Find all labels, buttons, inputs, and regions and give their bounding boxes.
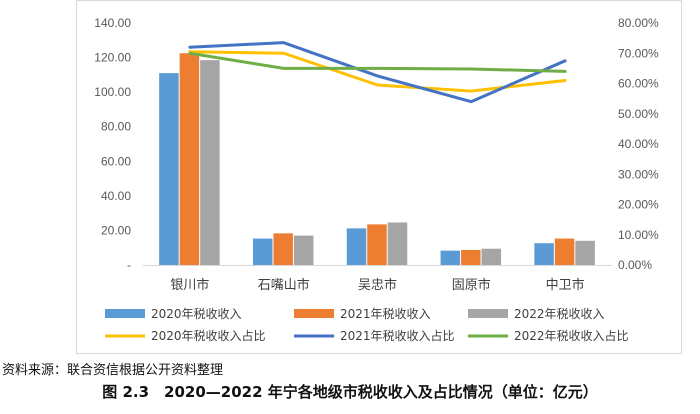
bar: [534, 243, 554, 265]
category-label: 固原市: [452, 277, 491, 293]
left-tick-label: -: [127, 258, 131, 272]
bar: [346, 228, 367, 265]
legend-label: 2021年税收收入占比: [340, 328, 455, 343]
category-label: 石嘴山市: [258, 277, 310, 293]
legend-label: 2020年税收收入占比: [151, 328, 266, 343]
category-label: 吴忠市: [358, 277, 397, 293]
left-tick-label: 20.00: [101, 223, 131, 237]
bar: [461, 249, 481, 265]
right-tick-label: 20.00%: [618, 198, 659, 212]
bar: [200, 60, 220, 265]
bar: [273, 233, 293, 265]
left-tick-label: 60.00: [101, 154, 131, 168]
legend-swatch: [294, 309, 334, 318]
legend-swatch: [105, 309, 145, 318]
category-label: 银川市: [170, 277, 209, 293]
right-tick-label: 30.00%: [618, 167, 659, 181]
left-tick-label: 140.00: [94, 16, 131, 30]
combo-chart: - 20.00 40.00 60.00 80.00 100.00 120.00 140.00 0…: [94, 16, 659, 343]
source-note: 资料来源：联合资信根据公开资料整理: [2, 363, 224, 378]
bar: [367, 224, 387, 265]
figure-caption: 图 2.3 2020—2022 年宁各地级市税收收入及占比情况（单位：亿元）: [102, 383, 598, 401]
right-tick-label: 0.00%: [618, 258, 652, 272]
legend-label: 2022年税收收入: [514, 307, 605, 321]
series-line: [188, 41, 567, 104]
right-tick-label: 80.00%: [618, 16, 659, 30]
legend-swatch: [468, 309, 508, 318]
left-tick-label: 100.00: [94, 85, 131, 99]
bar: [252, 238, 273, 265]
category-label: 中卫市: [546, 277, 585, 293]
legend-label: 2020年税收收入: [151, 307, 242, 321]
bar: [440, 250, 461, 265]
bar: [179, 53, 200, 265]
bar: [159, 73, 179, 265]
bar: [481, 248, 502, 265]
bar: [387, 222, 408, 265]
left-tick-label: 80.00: [101, 120, 131, 134]
bar: [575, 240, 595, 265]
legend-label: 2022年税收收入占比: [514, 328, 629, 343]
left-tick-label: 40.00: [101, 189, 131, 203]
right-tick-label: 60.00%: [618, 77, 659, 91]
legend-label: 2021年税收收入: [340, 307, 431, 321]
right-tick-label: 70.00%: [618, 46, 659, 60]
bar: [554, 238, 575, 265]
right-tick-label: 10.00%: [618, 228, 659, 242]
bar: [293, 235, 314, 265]
series-line: [188, 51, 567, 73]
left-tick-label: 120.00: [94, 51, 131, 65]
right-tick-label: 40.00%: [618, 137, 659, 151]
right-tick-label: 50.00%: [618, 107, 659, 121]
